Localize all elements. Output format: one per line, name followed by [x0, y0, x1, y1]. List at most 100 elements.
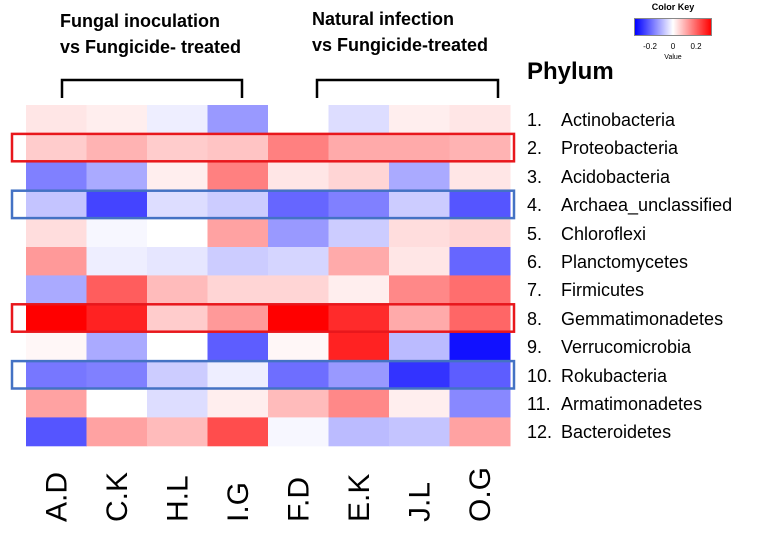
- group-title-line-1: Natural infection: [312, 9, 455, 29]
- row-label: 11. Armatimonadetes: [527, 390, 702, 418]
- row-name: Armatimonadetes: [561, 394, 703, 414]
- column-tick-label: A.D: [40, 472, 73, 522]
- highlight-box-red: [10, 132, 516, 163]
- heatmap-cell: [26, 218, 87, 248]
- phylum-heading: Phylum: [527, 58, 614, 85]
- heatmap-cell: [449, 218, 511, 248]
- color-key: Color Key -0.2 0 0.2 Value: [628, 2, 718, 72]
- heatmap-cell: [86, 360, 148, 390]
- highlight-box-blue: [10, 359, 516, 390]
- heatmap-cell: [268, 133, 329, 163]
- heatmap-cell: [86, 190, 148, 220]
- group-title-line-2: vs Fungicide-treated: [312, 35, 489, 55]
- row-number: 7.: [527, 280, 543, 301]
- group-title-natural: Natural infection vs Fungicide-treated: [312, 6, 488, 58]
- heatmap-cell: [86, 275, 148, 305]
- heatmap-cell: [328, 190, 390, 220]
- heatmap-cell: [207, 360, 269, 390]
- heatmap-cell: [147, 218, 208, 248]
- heatmap-cell: [86, 105, 148, 134]
- heatmap-cell: [449, 389, 511, 418]
- row-label: 12. Bacteroidetes: [527, 418, 671, 446]
- heatmap-cell: [449, 303, 511, 333]
- heatmap-cell: [389, 161, 450, 191]
- heatmap-cell: [268, 161, 329, 191]
- heatmap-cell: [147, 247, 208, 276]
- color-key-gradient: [634, 18, 712, 36]
- row-label: 9. Verrucomicrobia: [527, 333, 691, 361]
- heatmap-cell: [268, 275, 329, 305]
- row-label: 10. Rokubacteria: [527, 362, 667, 390]
- group-title-line-2: vs Fungicide- treated: [60, 37, 242, 57]
- heatmap-cell: [449, 190, 511, 220]
- heatmap-cell: [389, 247, 450, 276]
- heatmap-cell: [26, 360, 87, 390]
- heatmap-cell: [86, 247, 148, 276]
- heatmap-cell: [26, 190, 87, 220]
- heatmap-cell: [268, 105, 329, 134]
- row-label: 3. Acidobacteria: [527, 163, 670, 191]
- heatmap-cell: [268, 389, 329, 418]
- heatmap-cell: [328, 247, 390, 276]
- heatmap-cell: [449, 133, 511, 163]
- heatmap-cell: [86, 389, 148, 418]
- heatmap-cell: [328, 332, 390, 362]
- heatmap-cell: [389, 218, 450, 248]
- heatmap-cell: [449, 247, 511, 276]
- row-label: 2. Proteobacteria: [527, 134, 678, 162]
- row-number: 12.: [527, 422, 553, 443]
- heatmap-cell: [449, 332, 511, 362]
- row-name: Planctomycetes: [561, 252, 689, 272]
- heatmap-cell: [26, 275, 87, 305]
- heatmap-cell: [328, 275, 390, 305]
- column-tick-label: I.G: [222, 482, 255, 522]
- column-tick-label: O.G: [464, 467, 497, 522]
- group-title-fungal: Fungal inoculation vs Fungicide- treated: [60, 8, 241, 60]
- heatmap-cell: [449, 417, 511, 447]
- color-key-value-label: Value: [664, 54, 682, 61]
- row-name: Actinobacteria: [561, 110, 676, 130]
- row-name: Firmicutes: [561, 280, 645, 301]
- heatmap-cell: [328, 133, 390, 163]
- column-tick-label: H.L: [161, 475, 194, 522]
- row-number: 4.: [527, 195, 543, 216]
- heatmap-cell: [147, 105, 208, 134]
- heatmap-cell: [389, 133, 450, 163]
- heatmap-cell: [268, 360, 329, 390]
- heatmap-cell: [207, 161, 269, 191]
- heatmap-cell: [26, 161, 87, 191]
- highlight-box-red: [10, 303, 516, 333]
- heatmap-cell: [268, 332, 329, 362]
- column-tick-label: J.L: [403, 482, 436, 522]
- heatmap-cell: [389, 105, 450, 134]
- heatmap-cell: [449, 105, 511, 134]
- row-number: 11.: [527, 394, 551, 414]
- heatmap-cell: [26, 247, 87, 276]
- heatmap-cell: [328, 417, 390, 447]
- heatmap-cell: [147, 133, 208, 163]
- row-name: Gemmatimonadetes: [561, 308, 724, 329]
- heatmap-cell: [389, 275, 450, 305]
- heatmap-cell: [389, 389, 450, 418]
- row-name: Acidobacteria: [561, 166, 671, 187]
- heatmap-cell: [86, 133, 148, 163]
- row-name: Rokubacteria: [561, 365, 668, 386]
- heatmap-cell: [26, 105, 87, 134]
- heatmap-cell: [26, 133, 87, 163]
- row-number: 10.: [527, 365, 553, 386]
- row-name: Bacteroidetes: [561, 422, 672, 443]
- heatmap-cell: [207, 389, 269, 418]
- row-name: Archaea_unclassified: [561, 195, 733, 216]
- heatmap-cell: [328, 303, 390, 333]
- row-number: 1.: [527, 110, 543, 130]
- group-bracket-natural: [315, 78, 500, 98]
- highlight-box-blue: [10, 189, 516, 220]
- row-number: 2.: [527, 138, 543, 159]
- color-key-tick: -0.2: [643, 42, 657, 51]
- heatmap-cell: [86, 417, 148, 447]
- heatmap-cell: [26, 303, 87, 333]
- heatmap-cell: [147, 417, 208, 447]
- heatmap-cell: [147, 190, 208, 220]
- heatmap-cell: [86, 303, 148, 333]
